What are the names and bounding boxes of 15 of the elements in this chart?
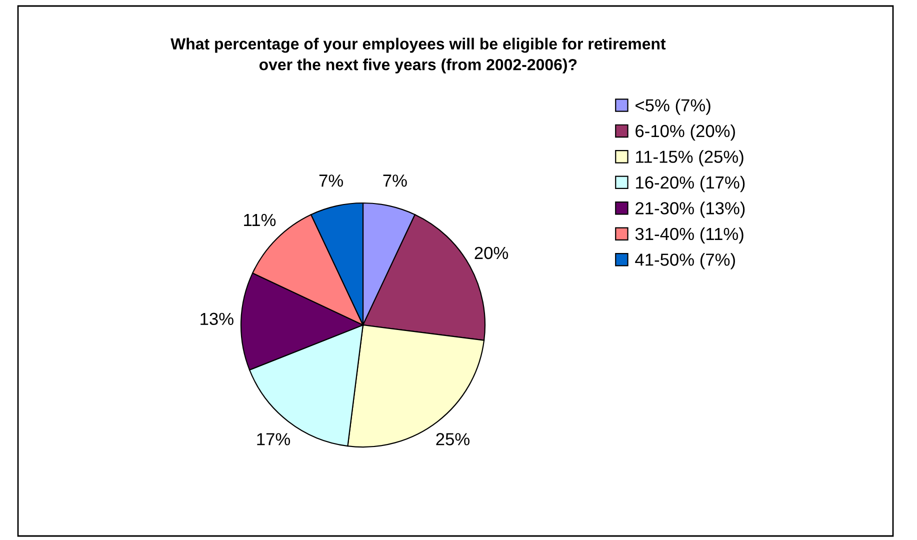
legend-label: 16-20% (17%)	[636, 176, 745, 192]
data-label: 13%	[200, 312, 234, 326]
data-label: 7%	[383, 174, 407, 187]
legend-label: 21-30% (13%)	[636, 202, 745, 218]
data-label: 7%	[319, 174, 343, 187]
legend-label: 6-10% (20%)	[636, 124, 735, 141]
data-label: 11%	[244, 214, 276, 226]
data-label: 25%	[436, 433, 470, 446]
chart-title: What percentage of your employees will be eligible for retirement over the next five years (from 2002-2006)?	[170, 38, 666, 74]
legend-label: 11-15% (25%)	[636, 150, 744, 166]
data-label: 20%	[474, 246, 508, 260]
legend-label: <5% (7%)	[636, 98, 710, 115]
legend-label: 31-40% (11%)	[635, 227, 744, 244]
legend-label: 41-50% (7%)	[635, 253, 735, 270]
data-label: 17%	[257, 433, 290, 446]
